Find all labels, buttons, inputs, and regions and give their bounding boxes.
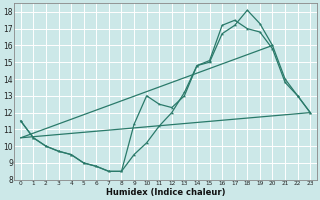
- X-axis label: Humidex (Indice chaleur): Humidex (Indice chaleur): [106, 188, 225, 197]
